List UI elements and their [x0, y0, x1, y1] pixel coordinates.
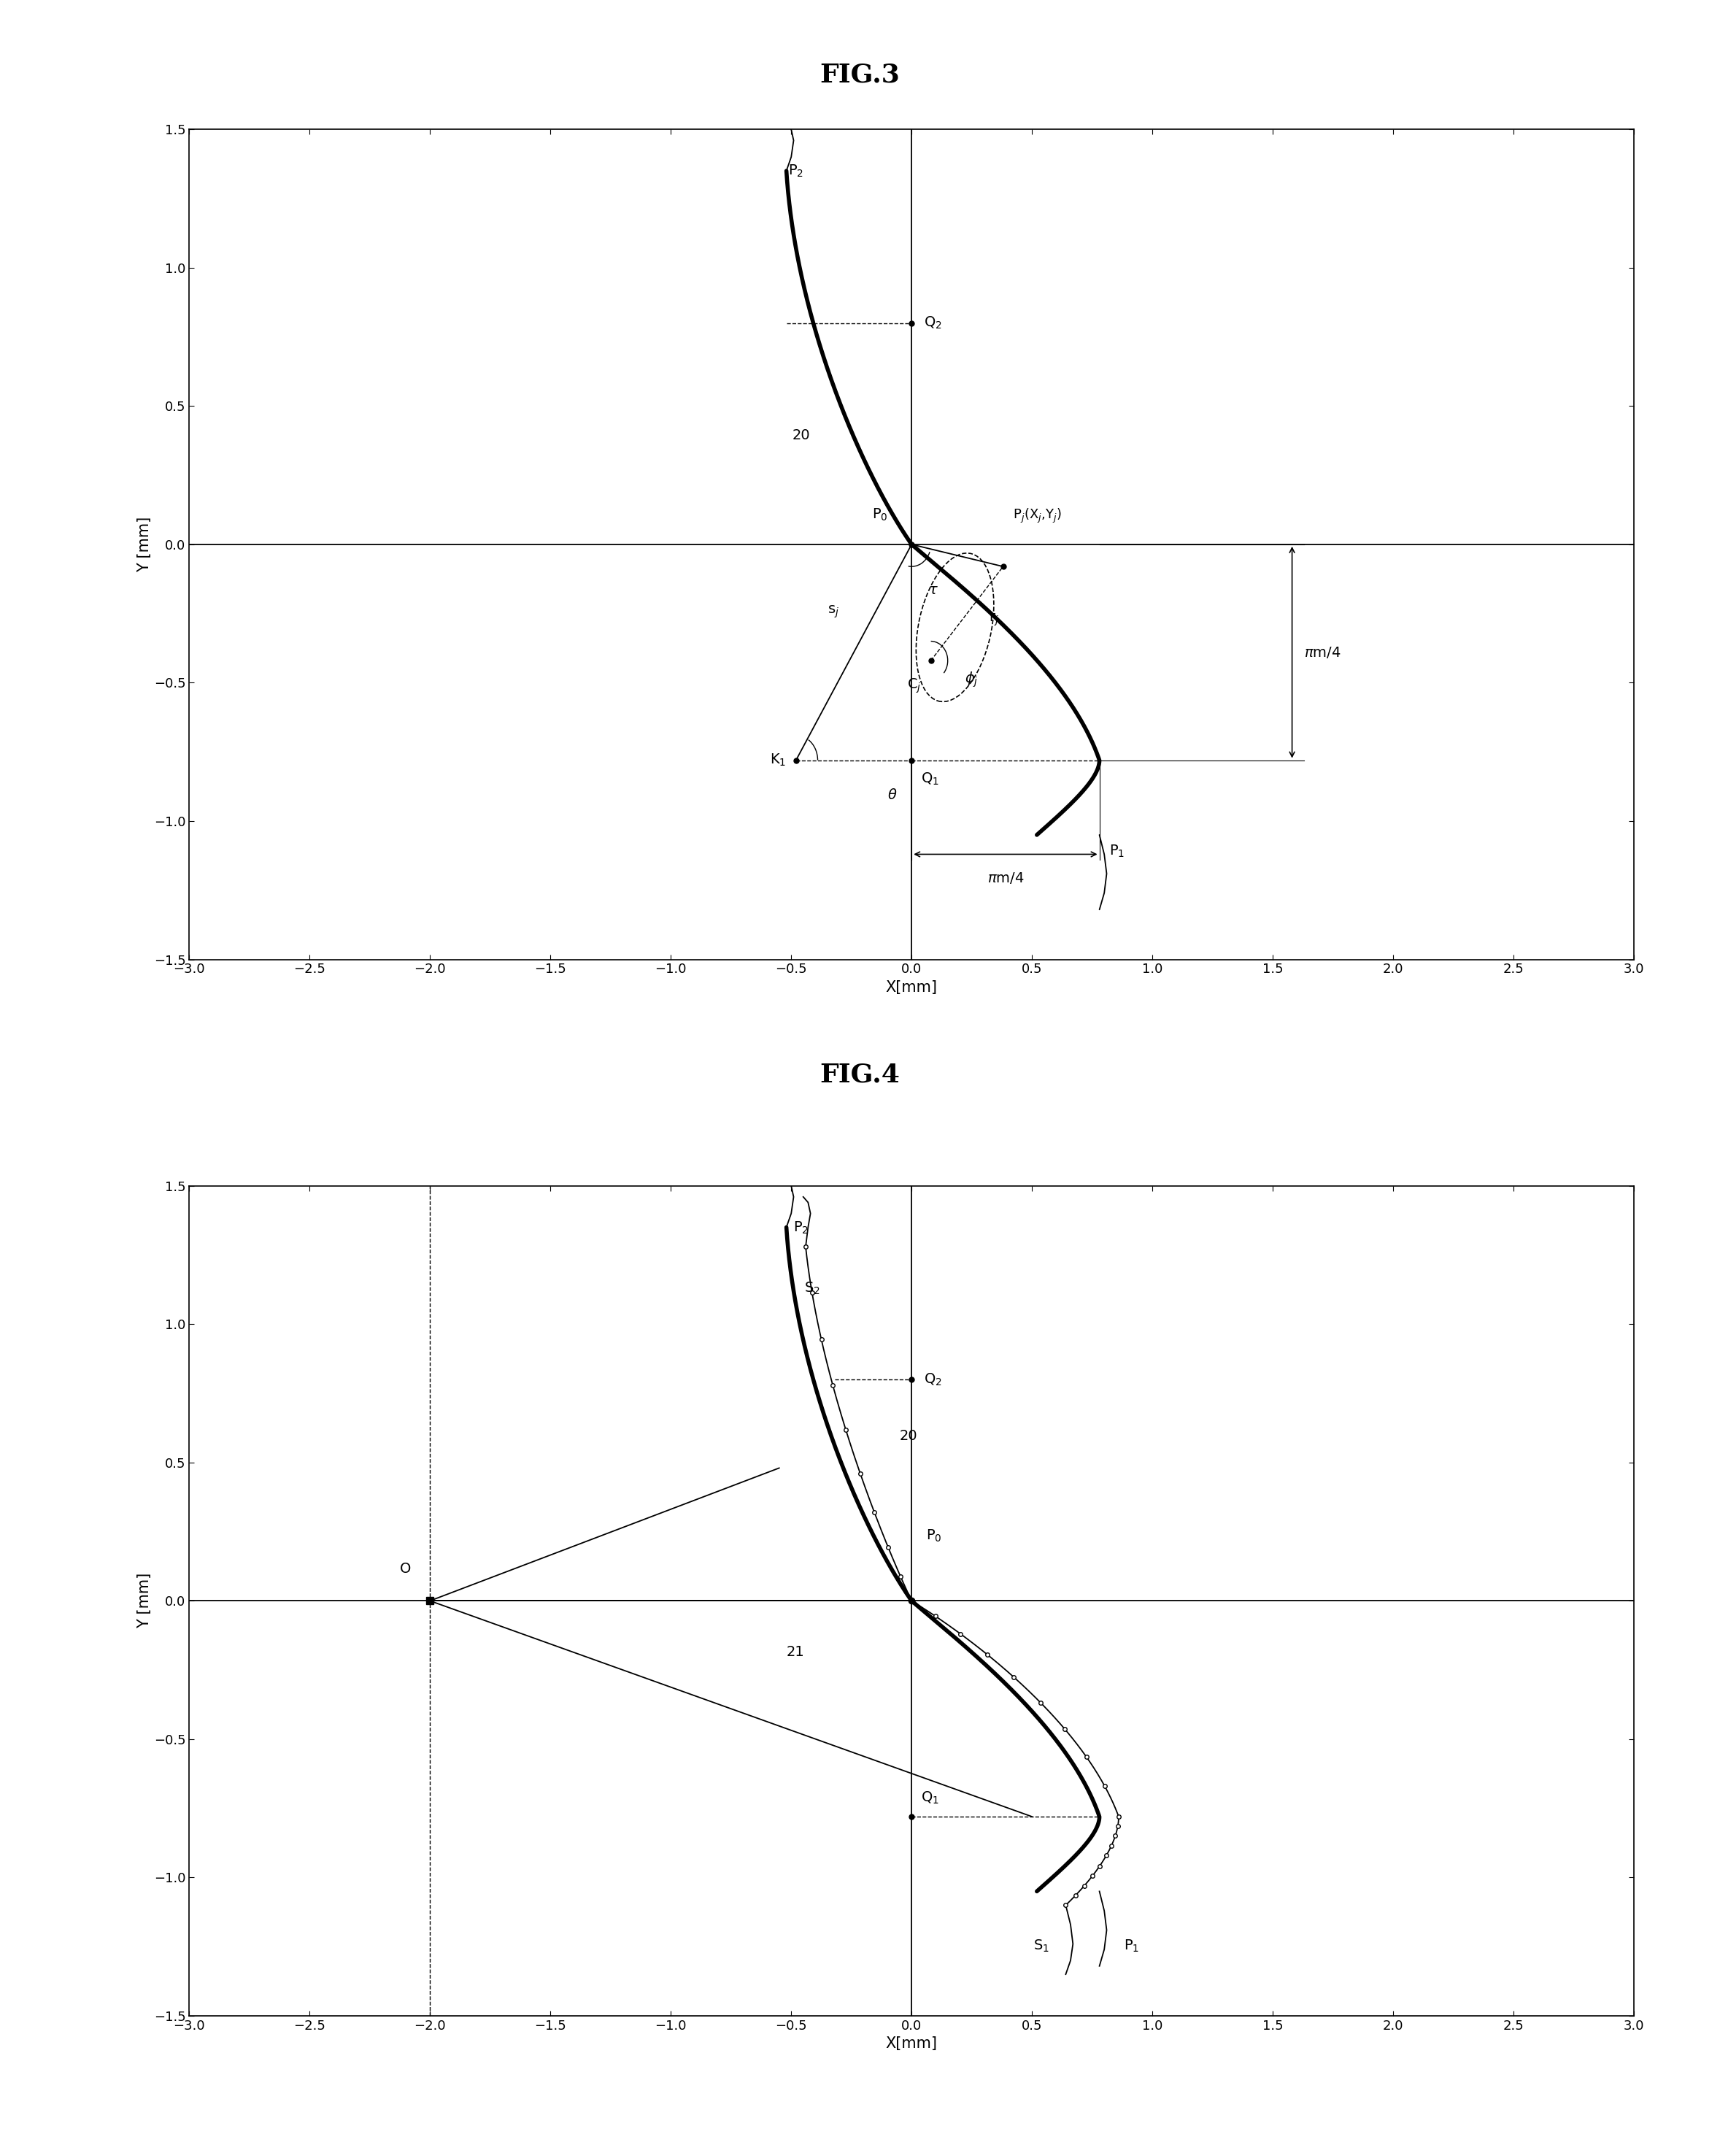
Text: P$_j$(X$_j$,Y$_j$): P$_j$(X$_j$,Y$_j$): [1013, 507, 1061, 526]
Text: 20: 20: [900, 1429, 917, 1442]
Text: O: O: [399, 1563, 411, 1576]
Text: P$_1$: P$_1$: [1109, 843, 1125, 858]
Text: C$_j$: C$_j$: [906, 677, 922, 694]
Text: P$_0$: P$_0$: [925, 1529, 943, 1544]
Y-axis label: Y [mm]: Y [mm]: [138, 517, 151, 571]
X-axis label: X[mm]: X[mm]: [886, 981, 937, 994]
Text: FIG.4: FIG.4: [820, 1063, 900, 1087]
Text: $\tau$: $\tau$: [929, 584, 939, 597]
Text: Q$_1$: Q$_1$: [922, 1789, 939, 1805]
Text: Q$_2$: Q$_2$: [924, 1371, 943, 1386]
Text: K$_1$: K$_1$: [771, 752, 786, 768]
Text: P$_2$: P$_2$: [788, 164, 803, 179]
Text: $\pi$m/4: $\pi$m/4: [1304, 645, 1342, 660]
Text: 21: 21: [786, 1645, 805, 1660]
Text: FIG.3: FIG.3: [820, 63, 900, 86]
Text: Q$_2$: Q$_2$: [924, 315, 943, 330]
Text: $\pi$m/4: $\pi$m/4: [987, 871, 1023, 886]
Text: r$_j$: r$_j$: [989, 612, 999, 627]
Text: $\theta$: $\theta$: [888, 787, 898, 802]
Text: P$_2$: P$_2$: [793, 1220, 808, 1235]
Text: S$_1$: S$_1$: [1034, 1938, 1049, 1953]
Text: P$_0$: P$_0$: [872, 507, 888, 522]
X-axis label: X[mm]: X[mm]: [886, 2037, 937, 2050]
Text: S$_2$: S$_2$: [805, 1281, 820, 1296]
Y-axis label: Y [mm]: Y [mm]: [138, 1574, 151, 1628]
Text: Q$_1$: Q$_1$: [922, 772, 939, 787]
Text: s$_j$: s$_j$: [827, 604, 839, 619]
Text: $\phi_j$: $\phi_j$: [965, 671, 979, 688]
Text: 20: 20: [793, 429, 810, 442]
Text: P$_1$: P$_1$: [1123, 1938, 1139, 1953]
